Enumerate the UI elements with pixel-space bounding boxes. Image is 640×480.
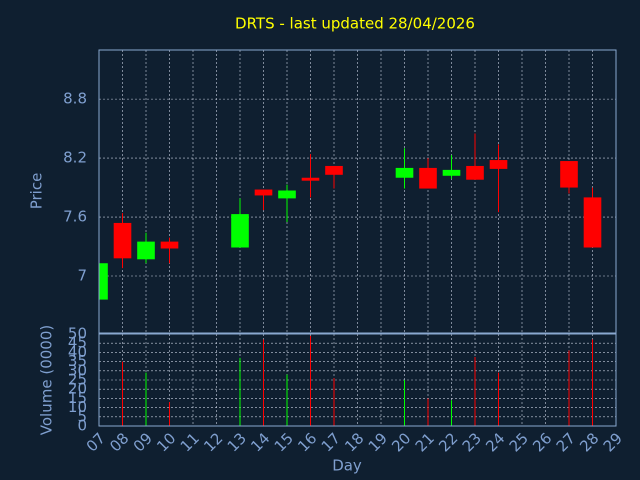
volume-tick-label: 25 (68, 371, 87, 389)
x-tick-label: 23 (459, 429, 485, 455)
x-tick-label: 10 (153, 429, 179, 455)
candle-body (489, 160, 508, 169)
volume-tick-label: 40 (68, 343, 87, 361)
x-tick-label: 27 (553, 429, 579, 455)
price-frame (98, 49, 617, 334)
x-axis-label: Day (332, 457, 362, 475)
candle-body (113, 222, 132, 259)
volume-tick-label: 30 (68, 361, 87, 379)
candle-body (231, 214, 249, 248)
y-tick-label: 7.6 (63, 208, 87, 226)
x-tick-label: 25 (506, 429, 532, 455)
candle-body (419, 167, 437, 189)
x-tick-label: 18 (341, 429, 367, 455)
x-tick-label: 14 (247, 429, 273, 455)
x-tick-label: 26 (529, 429, 555, 455)
x-tick-label: 19 (365, 429, 391, 455)
x-tick-label: 16 (294, 429, 320, 455)
candle-body (254, 189, 273, 196)
candle-body (560, 161, 578, 188)
x-tick-label: 09 (130, 429, 156, 455)
volume-tick-label: 10 (68, 398, 87, 416)
volume-tick-label: 0 (77, 417, 87, 435)
x-tick-label: 22 (435, 429, 461, 455)
candle-body (137, 241, 155, 260)
volume-tick-label: 35 (68, 352, 87, 370)
volume-axis-label: Volume (0000) (38, 325, 56, 435)
chart-title: DRTS - last updated 28/04/2026 (235, 15, 475, 33)
candle-body (301, 177, 320, 181)
x-tick-label: 28 (576, 429, 602, 455)
volume-tick-label: 5 (77, 407, 87, 425)
volume-tick-label: 15 (68, 389, 87, 407)
x-tick-label: 29 (600, 429, 626, 455)
candle-body (466, 165, 484, 180)
volume-frame (98, 333, 617, 427)
candle-body (583, 197, 602, 248)
candle-body (395, 167, 414, 178)
x-tick-label: 08 (106, 429, 132, 455)
volume-tick-label: 20 (68, 380, 87, 398)
x-tick-label: 13 (224, 429, 250, 455)
x-tick-label: 12 (200, 429, 226, 455)
candle-body (99, 263, 108, 300)
x-tick-label: 20 (388, 429, 414, 455)
y-tick-label: 8.2 (63, 149, 87, 167)
x-tick-label: 24 (482, 429, 508, 455)
candle-body (160, 241, 179, 249)
volume-tick-label: 50 (68, 325, 87, 343)
x-tick-label: 21 (412, 429, 438, 455)
volume-tick-label: 45 (68, 334, 87, 352)
x-tick-label: 11 (177, 429, 203, 455)
x-tick-label: 17 (318, 429, 344, 455)
x-tick-label: 15 (271, 429, 297, 455)
candle-body (278, 190, 296, 199)
y-tick-label: 8.8 (63, 90, 87, 108)
candle-body (325, 165, 343, 175)
y-tick-label: 7 (77, 267, 87, 285)
y-axis-label: Price (28, 173, 46, 210)
candle-body (442, 169, 461, 176)
